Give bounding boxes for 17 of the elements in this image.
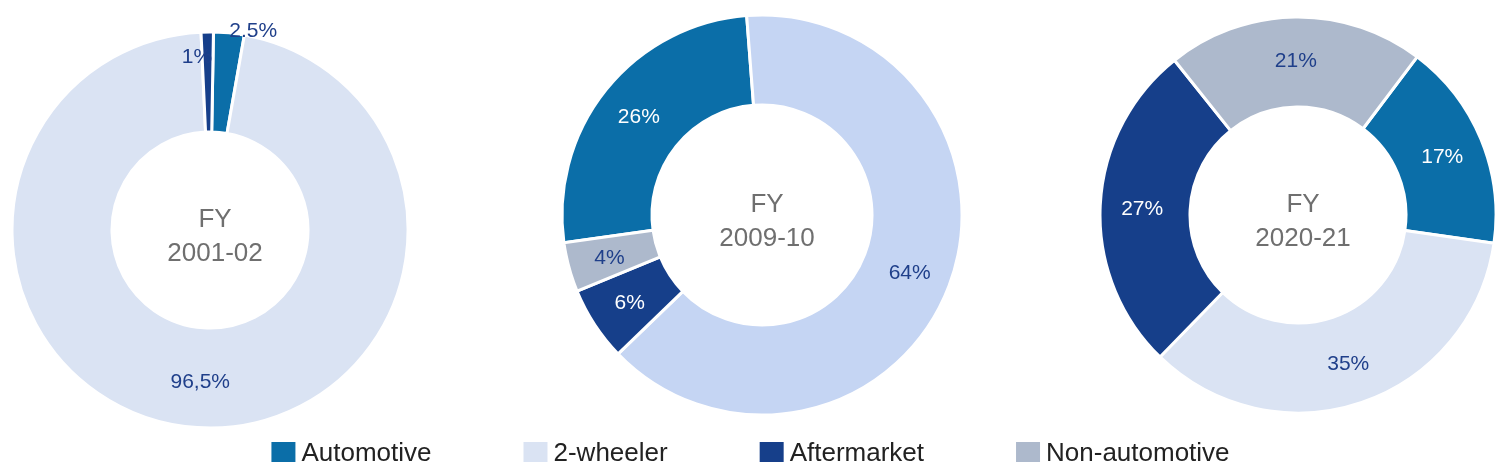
slice-label: FY 2009-10 — [719, 188, 815, 252]
legend-label: Non-automotive — [1046, 437, 1230, 467]
legend-label: Automotive — [301, 437, 432, 467]
data-label: 6% — [614, 290, 645, 314]
data-label: 35% — [1327, 351, 1370, 375]
data-label: 26% — [617, 104, 660, 128]
data-label: 21% — [1274, 47, 1317, 71]
data-label: 4% — [594, 244, 625, 268]
legend-label: Aftermarket — [789, 437, 925, 467]
data-label: 96,5% — [170, 369, 231, 393]
slice-label: FY 2001-02 — [167, 203, 263, 267]
data-label: 17% — [1421, 144, 1464, 168]
data-label: 2.5% — [229, 18, 278, 42]
legend-label: 2-wheeler — [553, 437, 669, 467]
slice-label: FY 2020-21 — [1255, 188, 1351, 252]
data-label: 27% — [1121, 195, 1164, 219]
data-label: 64% — [888, 259, 931, 283]
